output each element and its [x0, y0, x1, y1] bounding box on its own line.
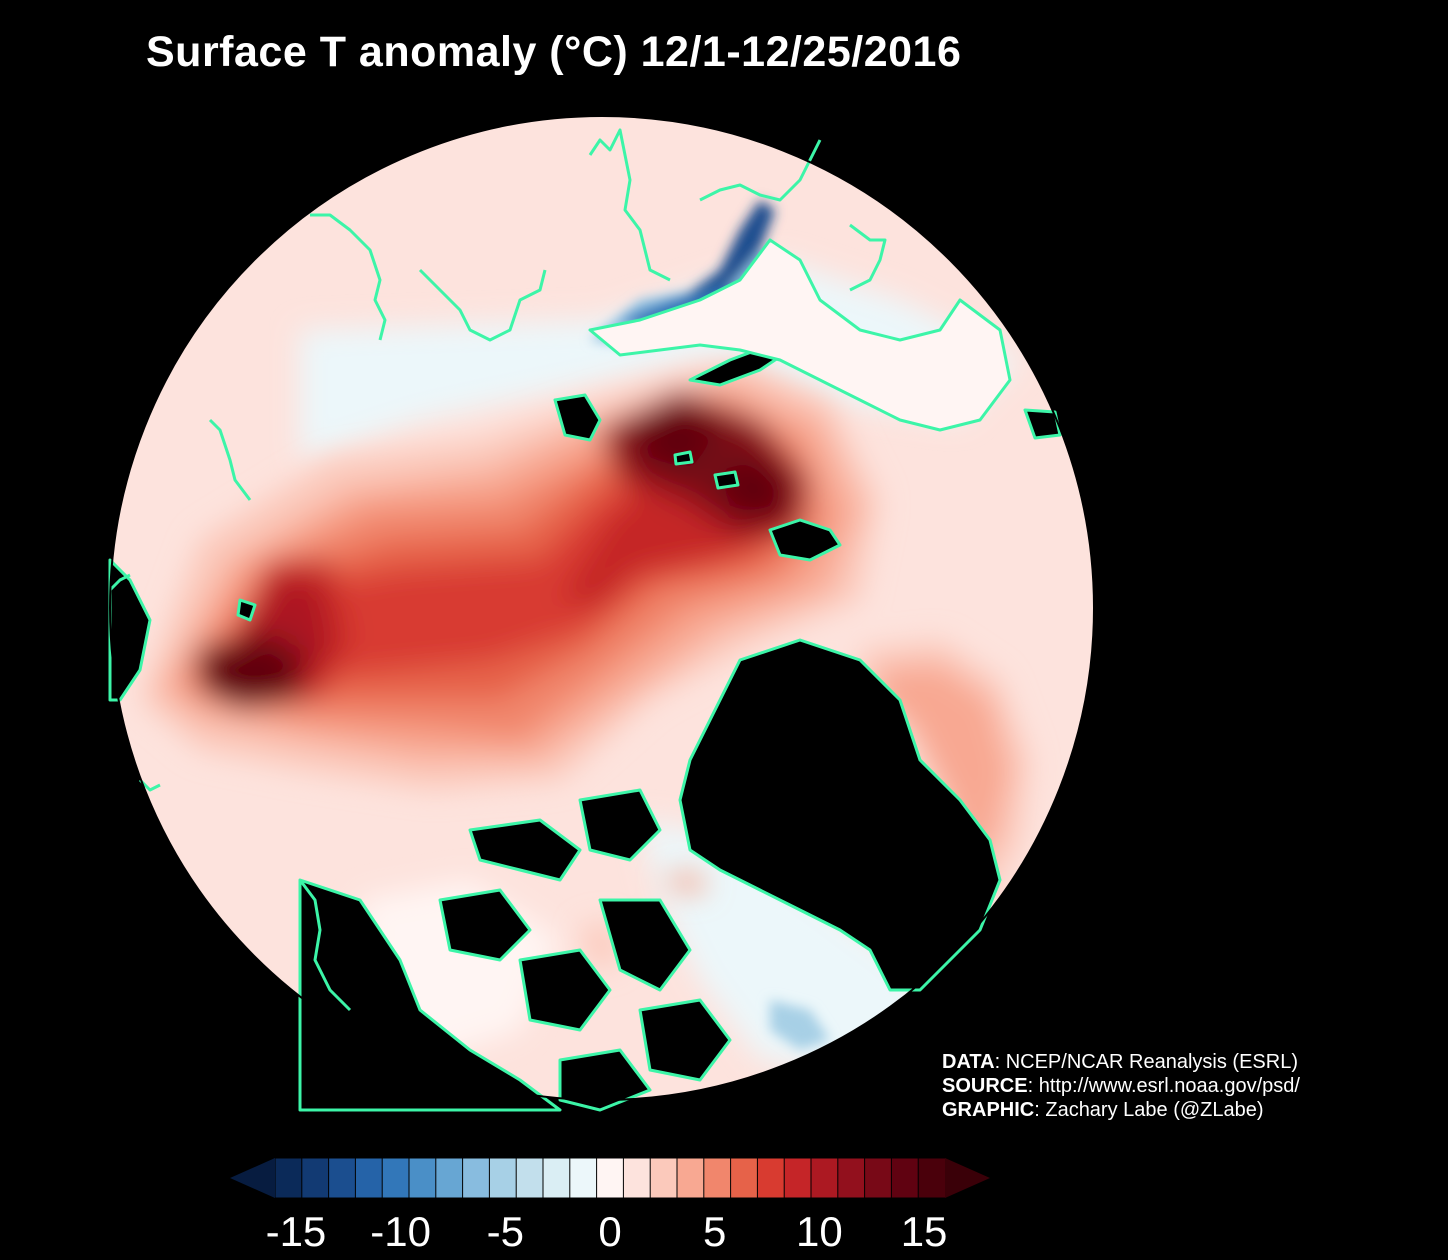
map-title: Surface T anomaly (°C) 12/1-12/25/2016 [146, 28, 962, 76]
credit-data: DATA: NCEP/NCAR Reanalysis (ESRL) [942, 1051, 1298, 1073]
colorbar-swatch [649, 1157, 679, 1199]
colorbar-swatch [381, 1157, 411, 1199]
colorbar-swatch [622, 1157, 652, 1199]
credits-block: DATA: NCEP/NCAR Reanalysis (ESRL) SOURCE… [942, 1050, 1300, 1122]
credit-graphic: GRAPHIC: Zachary Labe (@ZLabe) [942, 1099, 1264, 1121]
colorbar-swatch [542, 1157, 571, 1199]
colorbar-swatch [596, 1157, 625, 1199]
colorbar [230, 1157, 990, 1199]
colorbar-swatch [569, 1157, 598, 1199]
map-disk-edge [109, 115, 1095, 1101]
colorbar-swatch [837, 1157, 866, 1199]
colorbar-swatch [890, 1157, 920, 1199]
colorbar-swatch [462, 1157, 491, 1199]
colorbar-tick-label: 0 [598, 1208, 622, 1255]
colorbar-swatch [274, 1157, 303, 1199]
colorbar-swatch [730, 1157, 759, 1199]
colorbar-swatch [515, 1157, 545, 1199]
colorbar-swatch [864, 1157, 893, 1199]
colorbar-swatch [676, 1157, 705, 1199]
colorbar-tick-label: 5 [703, 1208, 727, 1255]
colorbar-swatch [328, 1157, 357, 1199]
colorbar-tick-label: 10 [796, 1208, 843, 1255]
colorbar-swatch [703, 1157, 732, 1199]
colorbar-swatch [435, 1157, 464, 1199]
colorbar-tick-label: -5 [486, 1208, 524, 1255]
colorbar-swatch [783, 1157, 813, 1199]
colorbar-swatch [301, 1157, 330, 1199]
colorbar-swatch [917, 1157, 947, 1199]
colorbar-swatch [756, 1157, 786, 1199]
colorbar-swatch [408, 1157, 437, 1199]
land-masses [108, 238, 1062, 1112]
outer-coastlines [108, 128, 887, 1012]
colorbar-tick-label: -10 [370, 1208, 431, 1255]
colorbar-tick-label: 15 [900, 1208, 948, 1255]
colorbar-swatch [810, 1157, 839, 1199]
colorbar-tick-label: -15 [265, 1208, 327, 1255]
colorbar-swatch [488, 1157, 518, 1199]
credit-source: SOURCE: http://www.esrl.noaa.gov/psd/ [942, 1075, 1300, 1097]
colorbar-right-arrow [945, 1158, 990, 1198]
colorbar-swatch [354, 1157, 384, 1199]
colorbar-left-arrow [230, 1158, 275, 1198]
